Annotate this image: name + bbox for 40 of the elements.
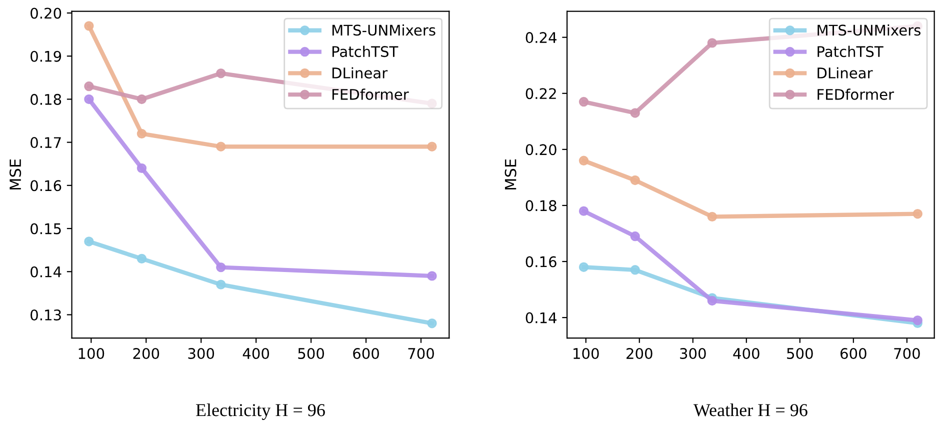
x-tick-label: 200 bbox=[133, 348, 160, 360]
y-axis-title: MSE bbox=[10, 159, 22, 190]
y-tick-label: 0.15 bbox=[30, 223, 61, 234]
x-axis-title: Weather H = 96 bbox=[693, 404, 808, 416]
x-tick-label: 200 bbox=[626, 348, 652, 360]
x-tick-label: 500 bbox=[787, 348, 813, 360]
x-tick-label: 600 bbox=[353, 348, 379, 360]
y-tick-label: 0.13 bbox=[30, 309, 61, 320]
x-tick-label: 500 bbox=[298, 348, 324, 360]
x-tick-label: 700 bbox=[408, 348, 434, 360]
legend-label: DLinear bbox=[332, 67, 388, 78]
y-axis-title: MSE bbox=[504, 159, 516, 190]
x-tick-label: 400 bbox=[242, 348, 270, 360]
x-tick-label: 600 bbox=[840, 348, 866, 360]
legend-label: DLinear bbox=[818, 67, 873, 78]
y-tick-label: 0.18 bbox=[30, 94, 62, 105]
y-tick-label: 0.14 bbox=[30, 266, 62, 278]
y-tick-label: 0.17 bbox=[30, 137, 61, 148]
y-tick-label: 0.22 bbox=[526, 88, 556, 100]
y-tick-label: 0.24 bbox=[526, 32, 557, 44]
y-tick-label: 0.20 bbox=[526, 144, 556, 156]
y-tick-label: 0.14 bbox=[526, 312, 557, 324]
legend-label: PatchTST bbox=[332, 46, 398, 58]
x-axis-title: Electricity H = 96 bbox=[196, 404, 325, 420]
legend-label: PatchTST bbox=[818, 46, 884, 58]
legend-label: MTS-UNMixers bbox=[818, 24, 920, 36]
y-tick-label: 0.19 bbox=[30, 50, 62, 62]
legend-label: FEDformer bbox=[332, 88, 409, 100]
legend-label: FEDformer bbox=[818, 88, 894, 100]
x-tick-label: 100 bbox=[574, 348, 599, 360]
x-tick-label: 100 bbox=[78, 348, 104, 360]
legend-label: MTS-UNMixers bbox=[332, 24, 436, 36]
y-tick-label: 0.16 bbox=[526, 256, 556, 268]
y-tick-label: 0.18 bbox=[526, 200, 556, 212]
y-tick-label: 0.20 bbox=[30, 8, 62, 19]
x-tick-label: 300 bbox=[680, 348, 706, 360]
y-tick-label: 0.16 bbox=[30, 180, 62, 192]
x-tick-label: 300 bbox=[188, 348, 214, 360]
x-tick-label: 400 bbox=[733, 348, 760, 360]
x-tick-label: 700 bbox=[894, 348, 920, 360]
